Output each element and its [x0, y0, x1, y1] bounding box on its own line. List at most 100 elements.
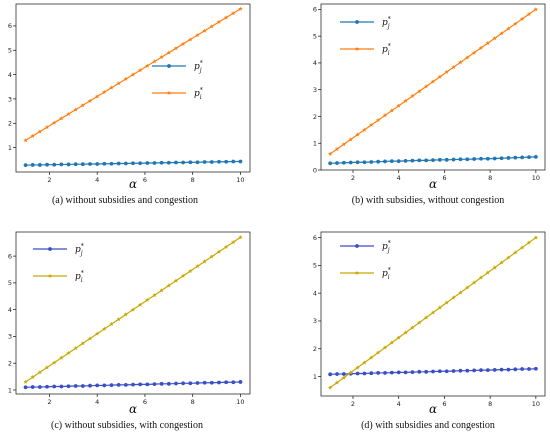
x-tick-label: 8 — [488, 400, 492, 408]
data-point — [202, 28, 207, 33]
data-point — [238, 159, 243, 164]
data-point — [513, 250, 518, 255]
data-point — [382, 345, 388, 350]
data-point — [73, 345, 78, 351]
y-tick-label: 6 — [313, 234, 317, 242]
data-point — [66, 350, 71, 355]
panel-caption: (b) with subsidies, without congestion — [352, 195, 505, 206]
panel-caption: (a) without subsidies and congestion — [52, 195, 198, 206]
data-point — [526, 240, 532, 245]
data-point — [341, 160, 346, 165]
data-point — [231, 10, 236, 16]
x-tick-label: 2 — [351, 400, 355, 408]
y-tick-label: 4 — [313, 59, 317, 67]
data-point — [519, 245, 525, 250]
data-point — [499, 156, 504, 161]
data-point — [195, 263, 200, 269]
data-point — [145, 382, 150, 387]
data-point — [369, 122, 374, 127]
data-point — [102, 89, 107, 94]
data-point — [417, 158, 422, 163]
data-point — [492, 367, 497, 372]
data-point — [217, 159, 221, 164]
data-point — [80, 102, 86, 108]
legend: p* j p* i — [340, 16, 391, 57]
data-point — [173, 46, 179, 51]
data-point — [152, 59, 157, 64]
y-tick-label: 6 — [8, 252, 12, 260]
data-point — [485, 270, 491, 275]
plot-frame — [320, 231, 546, 397]
data-point — [341, 375, 347, 380]
data-point — [130, 307, 136, 312]
data-point — [437, 157, 442, 162]
y-tick-label: 3 — [8, 333, 12, 341]
data-point — [195, 381, 200, 385]
data-point — [59, 355, 64, 360]
data-point — [30, 133, 35, 138]
data-point — [410, 93, 415, 98]
data-point — [451, 157, 456, 162]
x-tick-label: 4 — [397, 400, 401, 408]
y-tick-label: 2 — [8, 360, 12, 368]
data-point — [109, 85, 114, 90]
data-point — [66, 162, 71, 167]
data-point — [23, 138, 28, 143]
data-point — [335, 161, 339, 165]
data-point — [52, 384, 57, 389]
data-point — [217, 380, 221, 385]
data-point — [451, 369, 456, 373]
data-point — [396, 335, 401, 340]
y-tick-label: 2 — [313, 113, 317, 121]
panel-caption: (c) without subsidies, with congestion — [51, 420, 203, 431]
data-point — [123, 312, 129, 317]
data-point — [492, 265, 497, 270]
data-point — [478, 45, 484, 50]
data-point — [533, 235, 539, 240]
data-point — [506, 367, 511, 372]
data-point — [231, 239, 236, 245]
data-point — [202, 380, 207, 385]
data-point — [520, 155, 525, 160]
y-tick-label: 5 — [8, 279, 12, 287]
data-point — [80, 341, 86, 346]
data-point — [73, 384, 78, 388]
data-point — [526, 11, 532, 17]
data-point — [231, 159, 236, 164]
data-point — [369, 355, 374, 360]
x-tick-label: 6 — [143, 398, 147, 406]
data-point — [348, 160, 353, 165]
data-point — [458, 368, 463, 373]
data-point — [181, 160, 186, 165]
legend-marker-1 — [47, 273, 53, 278]
data-point — [188, 268, 193, 273]
data-point — [123, 76, 129, 81]
x-tick-label: 4 — [95, 398, 99, 406]
data-point — [145, 297, 150, 302]
x-tick-label: 8 — [191, 176, 195, 184]
data-point — [403, 330, 408, 335]
data-point — [396, 159, 401, 164]
data-point — [437, 305, 443, 310]
legend-label-0: p* j — [382, 240, 391, 254]
data-point — [472, 368, 477, 373]
data-point — [30, 385, 35, 389]
data-point — [355, 365, 360, 370]
legend-marker-0 — [48, 247, 52, 251]
data-point — [375, 117, 381, 123]
data-point — [506, 255, 511, 260]
data-point — [533, 154, 538, 159]
y-tick-label: 3 — [313, 86, 317, 94]
data-point — [478, 275, 484, 280]
legend-label-1: p* i — [194, 87, 203, 101]
data-point — [424, 369, 429, 374]
data-point — [238, 235, 243, 240]
data-point — [209, 24, 214, 29]
y-tick-label: 5 — [313, 32, 317, 40]
data-point — [23, 379, 28, 384]
data-point — [444, 369, 449, 374]
data-point — [45, 384, 49, 389]
data-point — [383, 159, 387, 164]
y-tick-label: 1 — [8, 386, 12, 394]
data-point — [180, 273, 186, 278]
